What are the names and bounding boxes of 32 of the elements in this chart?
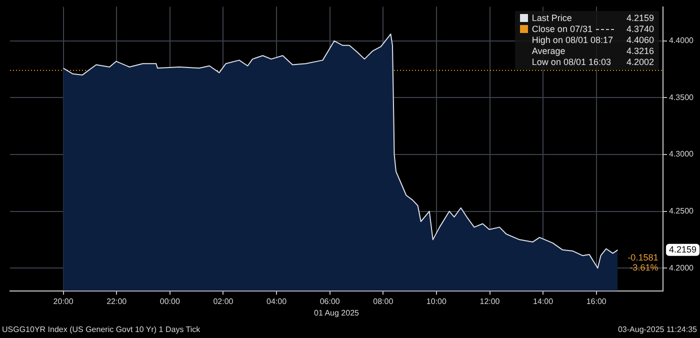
text: 03-Aug-2025 11:24:35 xyxy=(618,325,697,334)
annotation: 4.3216 xyxy=(626,46,654,57)
y-tick-label: 4.4000 xyxy=(669,36,694,46)
x-tick-label: 08:00 xyxy=(373,296,394,306)
x-tick-label: 10:00 xyxy=(426,296,448,306)
x-tick-label: 14:00 xyxy=(533,296,554,306)
x-tick-label: 04:00 xyxy=(266,296,288,306)
text: USGG10YR Index (US Generic Govt 10 Yr) 1 Days Tick xyxy=(2,325,200,334)
annotation: Low on 08/01 16:03 xyxy=(532,56,612,68)
x-tick-label: 22:00 xyxy=(106,296,128,306)
x-tick-label: 02:00 xyxy=(213,296,234,306)
annotation: 4.2159 xyxy=(626,12,654,24)
annotation: 4.4060 xyxy=(626,34,654,46)
legend-label: Close on 07/31 xyxy=(532,24,594,35)
text: 4.2159 xyxy=(669,244,697,254)
x-tick-label: 20:00 xyxy=(53,296,74,306)
annotation: Average xyxy=(532,46,566,57)
x-tick-label: 16:00 xyxy=(586,296,607,306)
y-tick-label: 4.2000 xyxy=(669,263,694,272)
annotation: -0.1581 xyxy=(628,252,658,262)
y-tick-label: 4.3500 xyxy=(669,92,694,102)
annotation: High on 08/01 08:17 xyxy=(532,34,614,46)
x-axis-title: 01 Aug 2025 xyxy=(314,308,360,318)
annotation: -3.61% xyxy=(630,262,658,272)
y-tick-label: 4.2500 xyxy=(669,206,694,216)
y-tick-label: 4.3000 xyxy=(669,150,694,159)
x-tick-label: 12:00 xyxy=(480,296,500,306)
x-tick-label: 00:00 xyxy=(160,296,180,306)
annotation: 4.2002 xyxy=(626,56,654,68)
legend-label: Last Price xyxy=(532,12,573,24)
x-tick-label: 06:00 xyxy=(320,296,340,306)
annotation: 4.3740 xyxy=(626,24,654,35)
